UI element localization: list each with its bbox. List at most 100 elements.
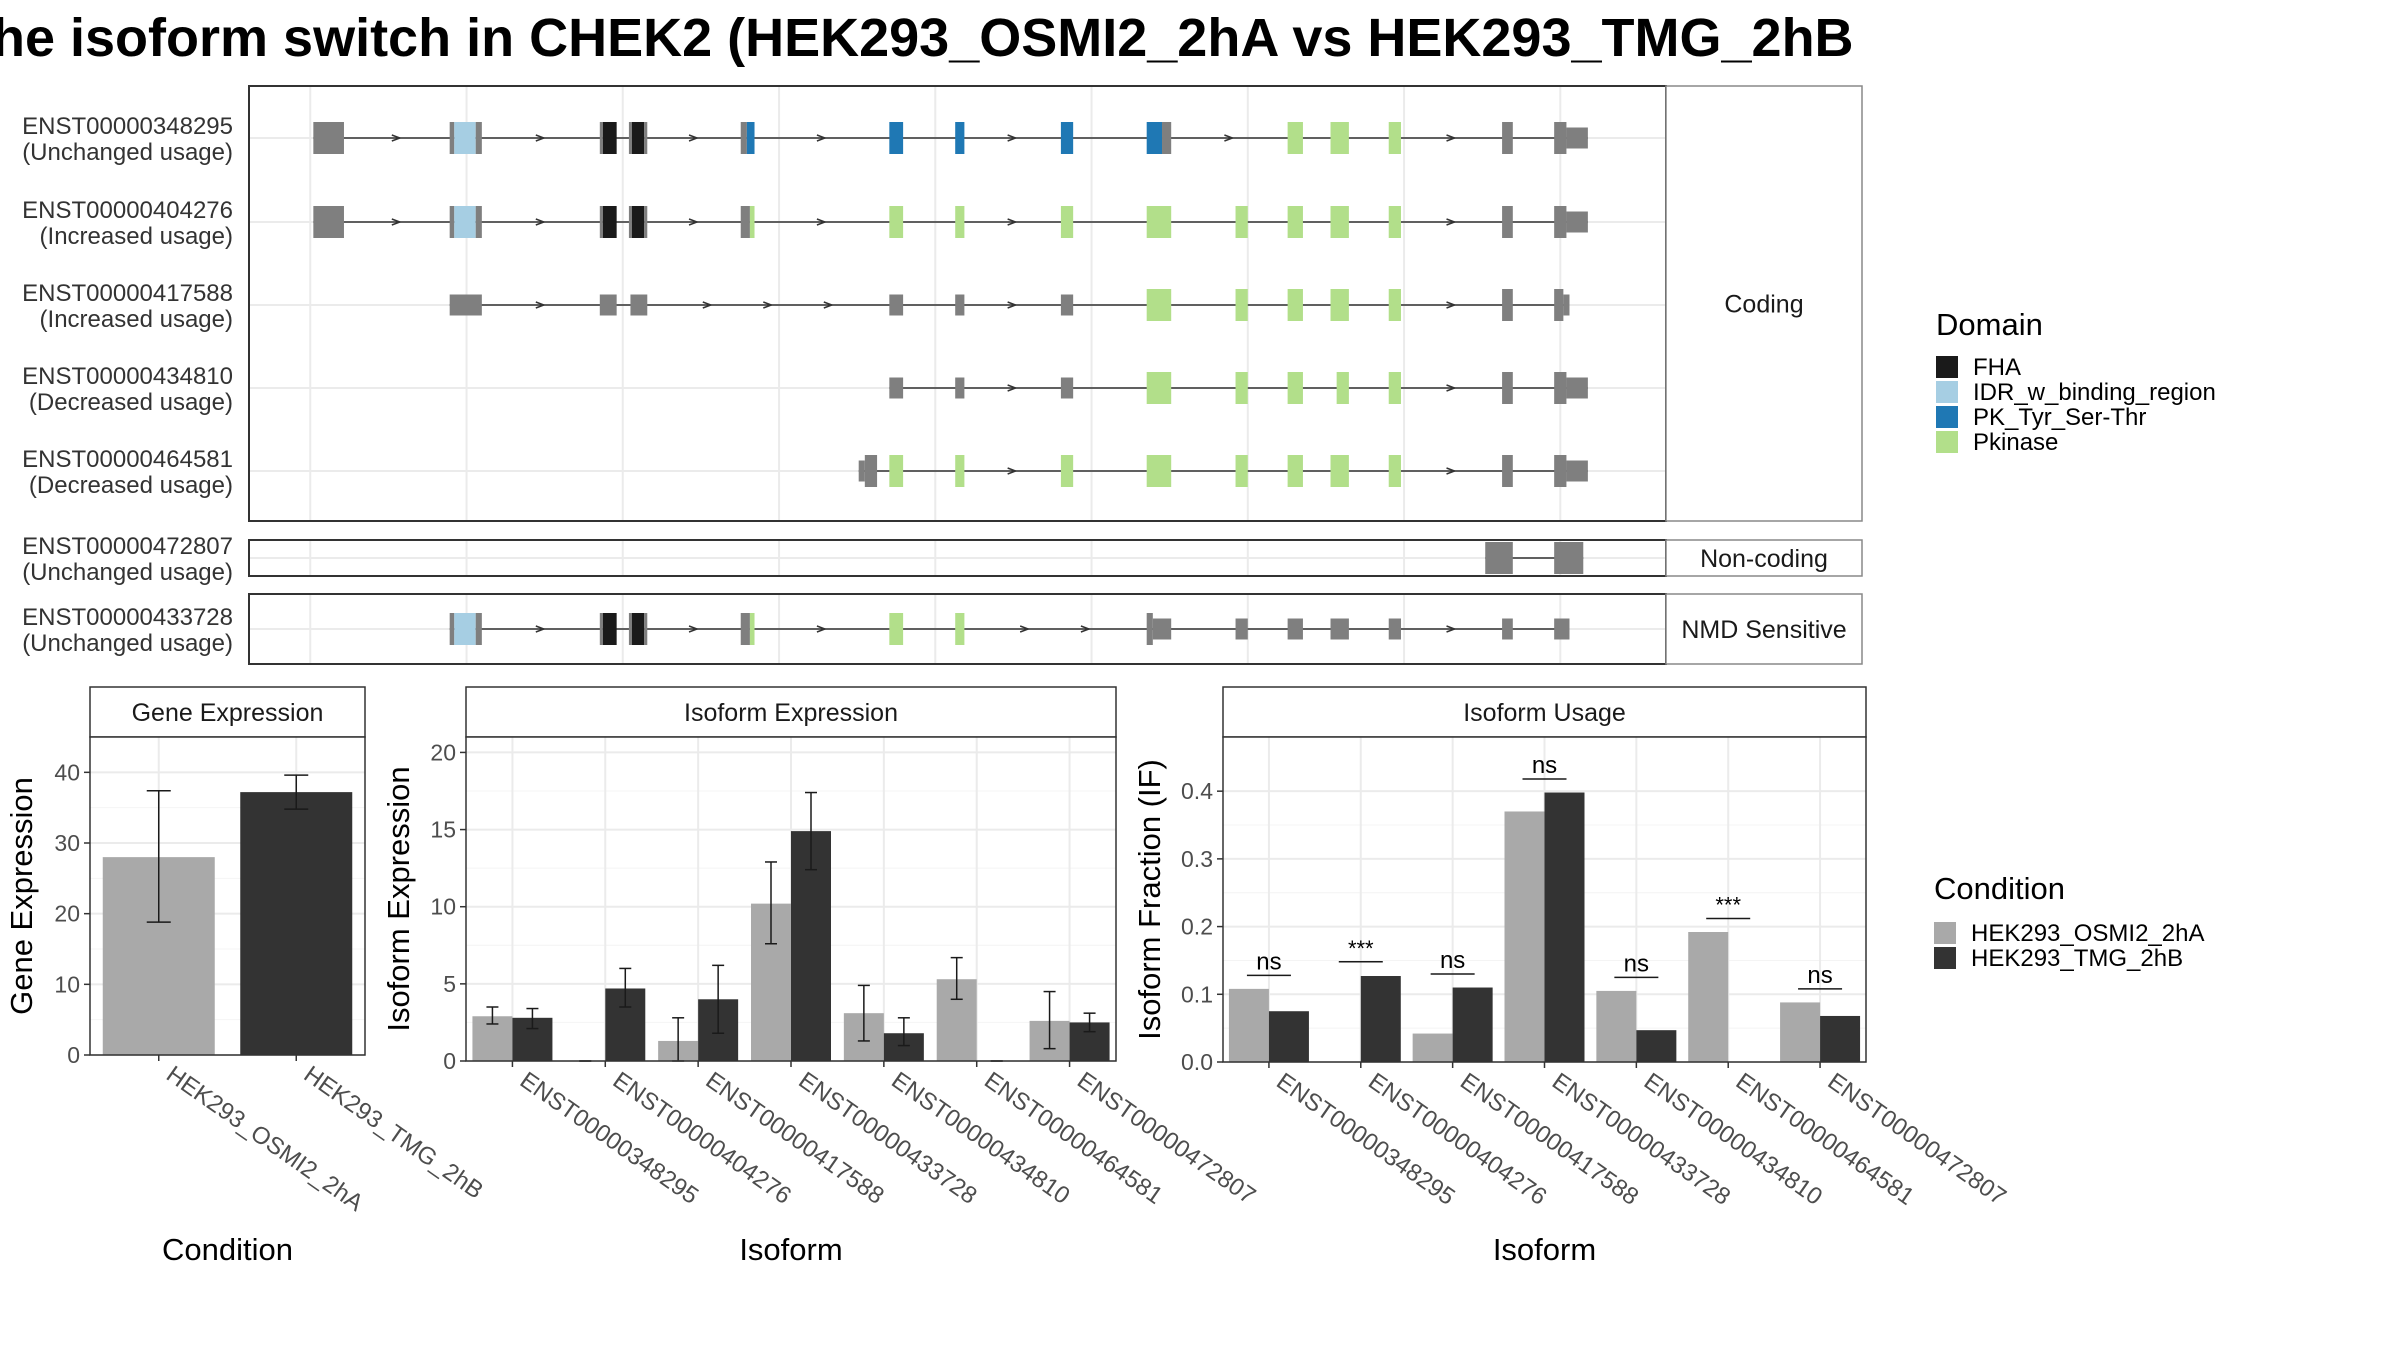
x-axis-title: Isoform (1493, 1232, 1596, 1267)
legend-item-hek293-tmg-2hb: HEK293_TMG_2hB (1971, 945, 2183, 972)
significance-label: ns (1807, 962, 1832, 989)
figure-title: he isoform switch in CHEK2 (HEK293_OSMI2… (0, 8, 1854, 68)
intron-arrow (816, 218, 828, 226)
transcript-usage-label: (Decreased usage) (29, 472, 233, 499)
intron-arrow (1080, 625, 1092, 633)
intron-arrow (1007, 134, 1018, 142)
exon-pkinase (889, 613, 904, 645)
transcript-id-label: ENST00000433728 (22, 604, 233, 631)
bar-hek293-tmg-2hb-enst00000417588 (1452, 987, 1493, 1062)
significance-label: ns (1532, 752, 1557, 779)
exon-none (599, 294, 617, 316)
y-tick-label: 0.1 (1181, 981, 1213, 1007)
y-tick-label: 0.3 (1181, 846, 1213, 872)
intron-arrow (391, 218, 402, 226)
panel-strip-title: Isoform Expression (684, 699, 898, 727)
legend-condition-title: Condition (1934, 871, 2065, 906)
exon-pk-tyr-ser-thr (1146, 122, 1163, 154)
exon-pkinase (955, 613, 965, 645)
exon-none (1566, 127, 1588, 149)
exon-none (644, 613, 648, 645)
significance-label: ns (1440, 947, 1465, 974)
exon-pkinase (1235, 289, 1248, 321)
bar-hek293-osmi2-2ha-enst00000472807 (1780, 1002, 1821, 1062)
exon-pkinase (749, 613, 755, 645)
intron-arrow (688, 134, 700, 142)
exon-pkinase (1146, 372, 1172, 404)
exon-none (1502, 372, 1513, 404)
exon-pkinase (1146, 289, 1172, 321)
legend-swatch-hek293-tmg-2hb (1934, 947, 1956, 969)
exon-none (449, 206, 455, 238)
exon-pkinase (1388, 372, 1401, 404)
exon-pkinase (1287, 372, 1303, 404)
exon-fha (631, 122, 645, 154)
exon-none (1554, 542, 1584, 574)
legend-item-fha: FHA (1973, 354, 2021, 381)
exon-pkinase (1388, 122, 1401, 154)
exon-none (644, 206, 648, 238)
exon-pkinase (1330, 122, 1349, 154)
exon-pk-tyr-ser-thr (955, 122, 965, 154)
intron-arrow (1007, 301, 1018, 309)
exon-pkinase (889, 206, 904, 238)
y-tick-label: 0.2 (1181, 914, 1213, 940)
intron-arrow (763, 301, 774, 309)
x-axis-title: Isoform (739, 1232, 842, 1267)
significance-label: *** (1715, 892, 1741, 917)
intron-arrow (535, 625, 546, 633)
transcript-id-label: ENST00000464581 (22, 446, 233, 473)
exon-pkinase (1388, 455, 1401, 487)
isoform-usage-panel: Isoform Usage ns *** ns ns ns *** ns 0.0 0.1 0.2 0.… (1132, 686, 2011, 1267)
exon-pkinase (955, 455, 965, 487)
intron-arrow (816, 625, 828, 633)
exon-none (1330, 618, 1349, 640)
exon-none (313, 122, 344, 154)
exon-none (858, 460, 865, 482)
bar-hek293-tmg-2hb-enst00000348295 (1268, 1011, 1309, 1062)
exon-none (599, 122, 603, 154)
intron-arrow (1007, 467, 1018, 475)
intron-arrow (1446, 467, 1457, 475)
exon-pkinase (1287, 455, 1303, 487)
exon-pkinase (1287, 122, 1303, 154)
exon-none (889, 377, 904, 399)
strip-background (1665, 85, 1863, 522)
transcript-enst00000348295: ENST00000348295(Unchanged usage) (22, 113, 1588, 166)
transcript-enst00000417588: ENST00000417588(Increased usage) (22, 280, 1570, 333)
intron-arrow (1007, 218, 1018, 226)
intron-arrow (702, 301, 713, 309)
legend-item-idr-w-binding-region: IDR_w_binding_region (1973, 379, 2216, 406)
structure-group-nmd-sensitive: NMD Sensitive ENST00000433728(Unchanged u… (22, 593, 1863, 665)
legend-item-pk-tyr-ser-thr: PK_Tyr_Ser-Thr (1973, 404, 2146, 431)
exon-none (449, 294, 482, 316)
intron-arrow (1446, 301, 1457, 309)
intron-arrow (1019, 625, 1031, 633)
intron-arrow (391, 134, 402, 142)
transcript-enst00000434810: ENST00000434810(Decreased usage) (22, 363, 1588, 416)
transcript-id-label: ENST00000434810 (22, 363, 233, 390)
bar-hek293-tmg-2hb (240, 792, 353, 1055)
exon-idr-w-binding-region (454, 613, 476, 645)
significance-label: ns (1624, 950, 1649, 977)
intron-arrow (535, 218, 546, 226)
transcript-id-label: ENST00000417588 (22, 280, 233, 307)
bar-hek293-osmi2-2ha-enst00000434810 (1596, 990, 1637, 1062)
transcript-id-label: ENST00000404276 (22, 197, 233, 224)
exon-none (449, 122, 455, 154)
exon-none (1554, 372, 1567, 404)
intron-arrow (1224, 134, 1235, 142)
exon-none (1566, 211, 1588, 233)
exon-pkinase (749, 206, 755, 238)
strip-label-nmd-sensitive: NMD Sensitive (1681, 616, 1846, 644)
exon-none (628, 122, 632, 154)
y-tick-label: 0 (443, 1048, 456, 1074)
strip-label-non-coding: Non-coding (1700, 545, 1828, 573)
y-tick-label: 20 (430, 739, 456, 765)
transcript-usage-label: (Unchanged usage) (22, 630, 233, 657)
y-tick-label: 30 (54, 830, 80, 856)
legend-swatch-idr-w-binding-region (1936, 381, 1958, 403)
